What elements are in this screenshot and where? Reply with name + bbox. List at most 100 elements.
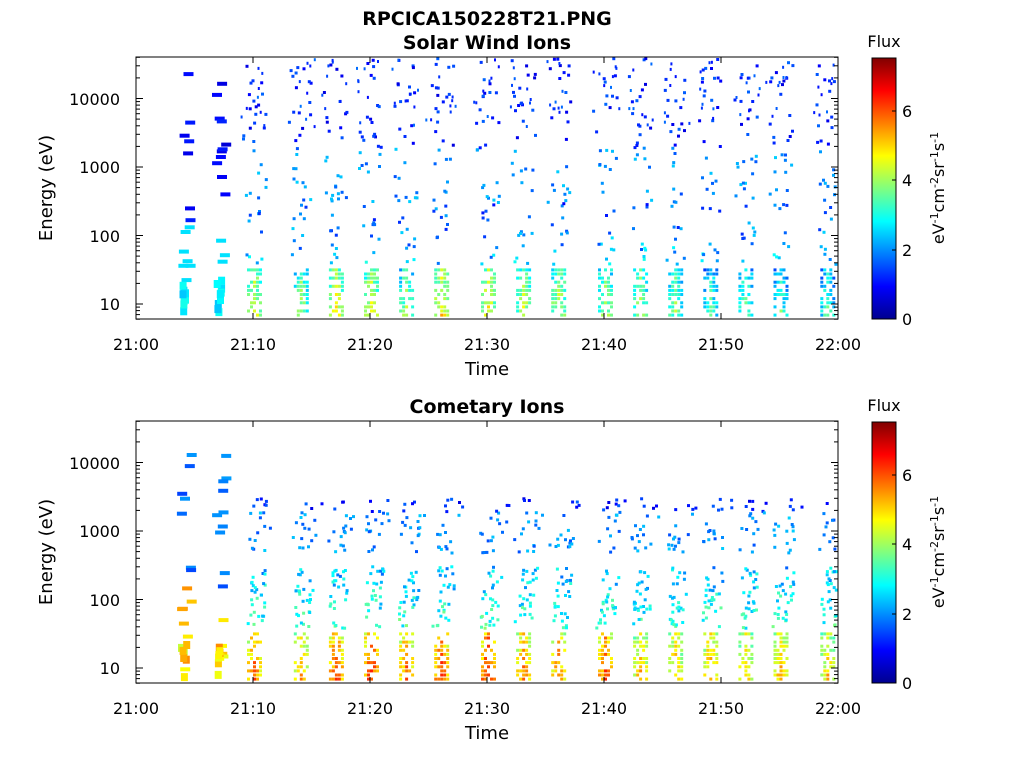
heatmap-cell bbox=[565, 229, 569, 233]
heatmap-cell bbox=[604, 598, 608, 602]
heatmap-cell bbox=[651, 118, 654, 122]
heatmap-cell bbox=[295, 153, 299, 156]
heatmap-cell bbox=[322, 91, 326, 94]
heatmap-cell bbox=[525, 640, 529, 644]
heatmap-cell bbox=[256, 297, 259, 301]
heatmap-cell bbox=[755, 115, 759, 119]
heatmap-cell bbox=[668, 632, 672, 636]
heatmap-cell bbox=[772, 135, 776, 139]
heatmap-cell bbox=[349, 517, 352, 520]
heatmap-cell bbox=[340, 673, 344, 677]
heatmap-cell bbox=[494, 91, 498, 95]
heatmap-cell bbox=[524, 167, 528, 171]
heatmap-cell bbox=[632, 68, 635, 72]
heatmap-cell bbox=[370, 121, 374, 124]
heatmap-cell bbox=[259, 293, 262, 296]
heatmap-cell bbox=[698, 119, 702, 123]
heatmap-cell bbox=[448, 157, 452, 161]
heatmap-cell bbox=[699, 87, 702, 91]
heatmap-cell bbox=[716, 251, 720, 255]
heatmap-cell bbox=[646, 574, 650, 578]
heatmap-cell bbox=[706, 661, 710, 665]
heatmap-cell bbox=[560, 665, 564, 669]
heatmap-cell bbox=[443, 276, 447, 280]
heatmap-cell bbox=[610, 284, 613, 288]
heatmap-cell bbox=[446, 652, 450, 656]
heatmap-cell bbox=[712, 297, 716, 301]
heatmap-cell bbox=[674, 508, 678, 512]
x-tick-labels: 21:00 21:10 21:20 21:30 21:40 21:50 22:0… bbox=[113, 335, 861, 354]
heatmap-cell bbox=[367, 677, 370, 681]
heatmap-cell bbox=[296, 636, 300, 640]
heatmap-cell bbox=[613, 612, 617, 616]
heatmap-cell bbox=[528, 604, 532, 608]
heatmap-cell bbox=[601, 669, 604, 673]
panel-title: Solar Wind Ions bbox=[403, 32, 571, 54]
heatmap-cell bbox=[515, 256, 519, 260]
heatmap-cell bbox=[750, 301, 754, 305]
heatmap-cell bbox=[750, 157, 754, 161]
heatmap-cell bbox=[301, 126, 305, 130]
heatmap-cell bbox=[715, 657, 719, 660]
heatmap-cell bbox=[253, 644, 256, 648]
heatmap-cell bbox=[638, 133, 642, 137]
heatmap-cell bbox=[829, 217, 833, 221]
heatmap-cell bbox=[446, 313, 450, 317]
heatmap-cell bbox=[299, 657, 303, 660]
heatmap-cell bbox=[534, 576, 538, 580]
heatmap-cell bbox=[341, 500, 345, 504]
heatmap-cell bbox=[774, 156, 777, 160]
heatmap-cell bbox=[563, 297, 567, 301]
heatmap-cell bbox=[516, 657, 520, 660]
heatmap-cell bbox=[636, 534, 639, 538]
heatmap-cell bbox=[527, 499, 531, 502]
heatmap-cell bbox=[331, 276, 335, 280]
heatmap-cell bbox=[440, 280, 444, 284]
heatmap-cell bbox=[443, 189, 447, 193]
heatmap-cell bbox=[365, 528, 369, 532]
heatmap-cell bbox=[642, 257, 646, 261]
heatmap-cell bbox=[639, 284, 643, 288]
heatmap-cell bbox=[748, 590, 752, 594]
heatmap-cell bbox=[791, 508, 795, 512]
heatmap-cell bbox=[334, 665, 338, 669]
heatmap-cell bbox=[782, 242, 786, 245]
heatmap-cell bbox=[668, 669, 672, 673]
heatmap-cell bbox=[292, 167, 296, 171]
heatmap-cell bbox=[527, 520, 531, 524]
heatmap-cell bbox=[302, 272, 306, 276]
heatmap-cell bbox=[436, 235, 439, 239]
heatmap-cell bbox=[680, 313, 684, 317]
heatmap-cell bbox=[516, 309, 520, 313]
heatmap-cell bbox=[262, 582, 266, 586]
heatmap-cell bbox=[752, 609, 756, 612]
heatmap-cell bbox=[304, 205, 308, 209]
heatmap-cell bbox=[785, 189, 789, 192]
heatmap-cell bbox=[402, 309, 406, 313]
y-tick-label: 100 bbox=[89, 591, 120, 610]
heatmap-cell bbox=[633, 673, 637, 677]
heatmap-cell bbox=[779, 669, 783, 673]
heatmap-cell bbox=[415, 598, 419, 602]
heatmap-cell bbox=[601, 301, 604, 305]
heatmap-cell bbox=[372, 581, 376, 585]
heatmap-cell bbox=[454, 104, 457, 108]
heatmap-cell bbox=[247, 652, 250, 656]
heatmap-cell bbox=[826, 677, 830, 681]
heatmap-cell bbox=[820, 268, 824, 272]
heatmap-cell bbox=[490, 76, 493, 80]
heatmap-cell bbox=[484, 636, 487, 640]
heatmap-cell bbox=[182, 295, 189, 304]
heatmap-cell bbox=[834, 614, 838, 617]
y-tick-label: 10 bbox=[100, 295, 120, 314]
heatmap-cell bbox=[305, 648, 309, 652]
heatmap-cell bbox=[744, 268, 748, 272]
heatmap-cell bbox=[555, 589, 559, 592]
heatmap-cell bbox=[438, 566, 442, 570]
heatmap-cell bbox=[519, 636, 523, 640]
heatmap-cell bbox=[704, 605, 708, 609]
heatmap-cell bbox=[178, 263, 189, 268]
heatmap-cell bbox=[403, 585, 406, 589]
heatmap-cell bbox=[672, 187, 676, 191]
heatmap-cell bbox=[741, 632, 745, 636]
